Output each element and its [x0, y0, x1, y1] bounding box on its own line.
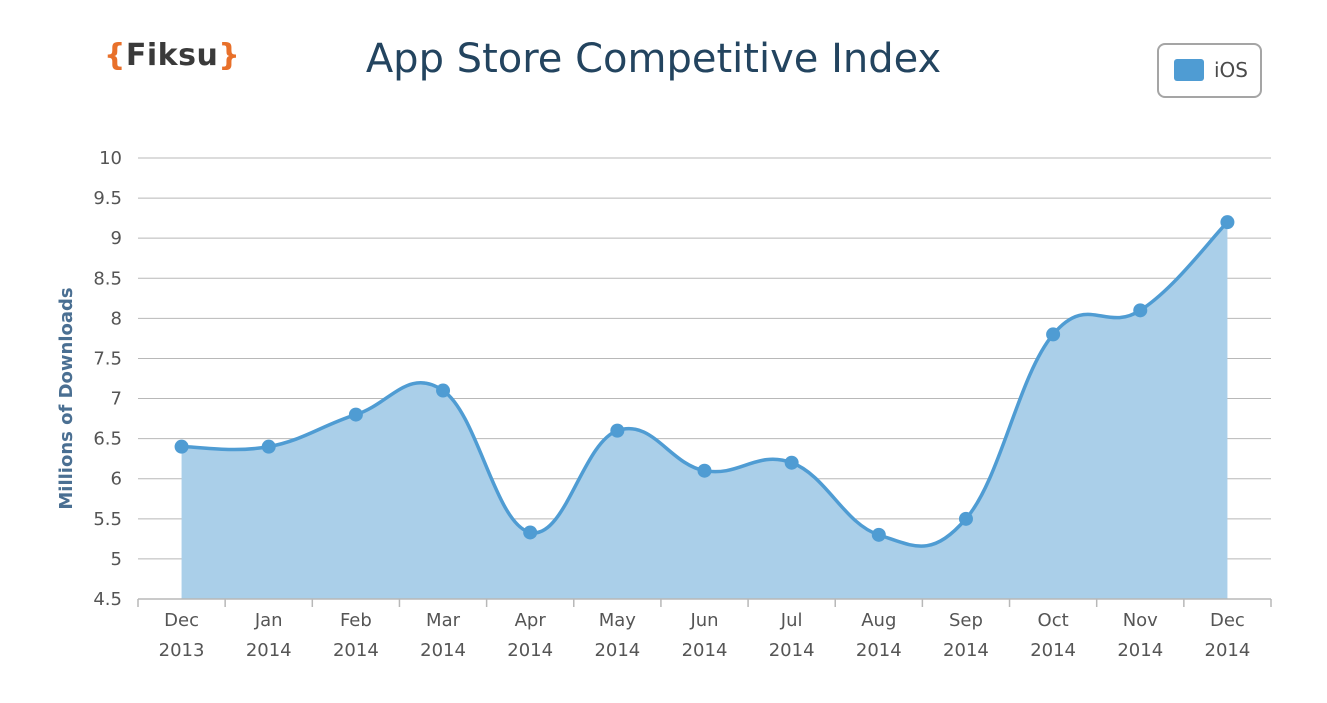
y-axis-label: Millions of Downloads [56, 287, 77, 509]
legend: iOS [1157, 43, 1262, 98]
x-tick-label-year: 2014 [1117, 640, 1163, 661]
y-tick-label: 8.5 [93, 268, 122, 289]
data-point [1220, 215, 1235, 230]
y-tick-label: 6.5 [93, 429, 122, 450]
x-tick-label-year: 2014 [943, 640, 989, 661]
y-tick-label: 7.5 [93, 348, 122, 369]
data-point [436, 383, 451, 398]
x-tick-label-month: Nov [1123, 610, 1158, 631]
legend-label-ios: iOS [1214, 58, 1248, 82]
data-point [610, 423, 625, 438]
x-tick-label-month: Dec [164, 610, 199, 631]
data-point [784, 455, 799, 470]
fiksu-logo: {Fiksu} [104, 38, 240, 73]
data-point [1046, 327, 1061, 342]
data-point [697, 463, 712, 478]
y-tick-label: 9 [111, 228, 122, 249]
x-tick-label-month: Jun [689, 610, 718, 631]
x-tick-label-year: 2014 [1205, 640, 1251, 661]
x-tick-label-year: 2013 [159, 640, 205, 661]
x-tick-label-month: Mar [426, 610, 461, 631]
legend-swatch-ios [1174, 59, 1204, 81]
data-point [261, 439, 276, 454]
data-point [958, 511, 973, 526]
chart-title: App Store Competitive Index [365, 36, 942, 82]
x-tick-label-year: 2014 [856, 640, 902, 661]
y-tick-label: 10 [99, 148, 122, 169]
x-tick-label-year: 2014 [507, 640, 553, 661]
logo-word: Fiksu [125, 38, 219, 73]
x-tick-label-month: Oct [1038, 610, 1069, 631]
x-tick-label-year: 2014 [333, 640, 379, 661]
x-tick-label-month: Feb [340, 610, 372, 631]
y-tick-label: 9.5 [93, 188, 122, 209]
x-tick-label-month: Apr [515, 610, 547, 631]
data-point [523, 525, 538, 540]
x-tick-label-year: 2014 [1030, 640, 1076, 661]
x-tick-label-month: May [599, 610, 637, 631]
x-tick-label-month: Sep [949, 610, 983, 631]
y-tick-label: 7 [111, 389, 122, 410]
y-tick-label: 4.5 [93, 589, 122, 610]
data-point [1133, 303, 1148, 318]
data-point [174, 439, 189, 454]
x-tick-label-year: 2014 [594, 640, 640, 661]
x-tick-label-month: Dec [1210, 610, 1245, 631]
x-tick-label-year: 2014 [420, 640, 466, 661]
logo-brace-open: { [104, 38, 126, 73]
x-tick-label-month: Aug [861, 610, 896, 631]
data-points [174, 215, 1235, 542]
x-tick-label-month: Jan [254, 610, 283, 631]
data-point [871, 527, 886, 542]
x-axis [137, 598, 1272, 607]
y-tick-label: 6 [111, 469, 122, 490]
x-tick-label-month: Jul [780, 610, 803, 631]
y-tick-label: 8 [111, 308, 122, 329]
y-tick-label: 5.5 [93, 509, 122, 530]
y-ticks: 4.5 5 5.5 6 6.5 7 7.5 8 8.5 9 9.5 10 [93, 148, 122, 610]
x-tick-label-year: 2014 [682, 640, 728, 661]
logo-brace-close: } [218, 38, 241, 73]
data-point [348, 407, 363, 422]
x-ticks: Dec 2013 Jan 2014 Feb 2014 Mar 2014 Apr 2014 May 20… [159, 610, 1251, 661]
x-tick-label-year: 2014 [769, 640, 815, 661]
y-tick-label: 5 [111, 549, 122, 570]
x-tick-label-year: 2014 [246, 640, 292, 661]
series-area-fill [181, 222, 1228, 600]
